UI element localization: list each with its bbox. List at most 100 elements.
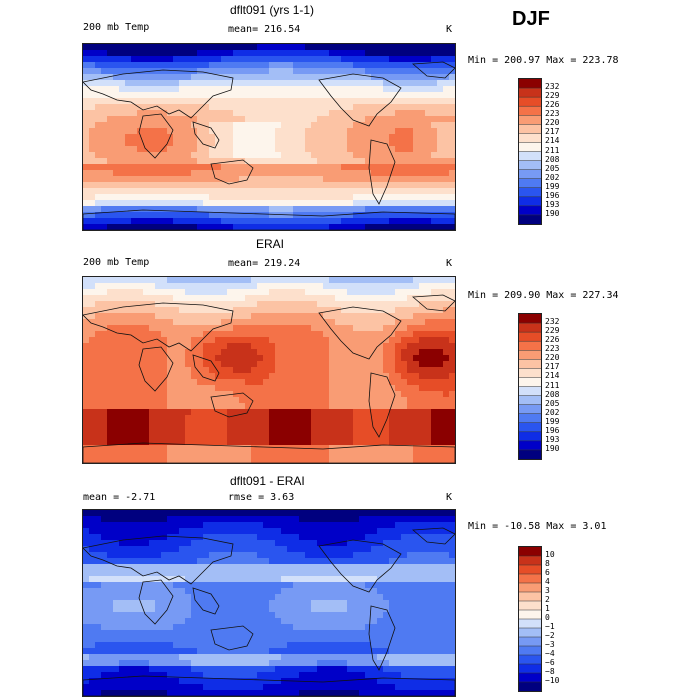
- colorbar-tick-label: 8: [545, 559, 550, 568]
- colorbar-box: [519, 440, 541, 451]
- colorbar-tick-label: 10: [545, 550, 555, 559]
- panel3-rmse-label: rmse = 3.63: [228, 492, 295, 503]
- colorbar-tick-label: 196: [545, 425, 560, 435]
- panel3-title: dflt091 - ERAI: [230, 474, 305, 488]
- panel1-title: dflt091 (yrs 1-1): [230, 3, 315, 17]
- panel2-map-svg: [83, 277, 455, 463]
- colorbar-tick-label: 199: [545, 416, 560, 426]
- season-label: DJF: [512, 8, 550, 30]
- colorbar-tick-label: 217: [545, 127, 560, 137]
- colorbar-box: [519, 151, 541, 162]
- panel1-map: [82, 43, 456, 231]
- colorbar-box: [519, 655, 541, 665]
- panel3-mean-label: mean = -2.71: [83, 492, 156, 503]
- colorbar-box: [519, 79, 541, 89]
- colorbar-tick-label: −3: [545, 640, 555, 649]
- panel3-unit-label: K: [446, 492, 453, 503]
- colorbar-tick-label: 205: [545, 163, 560, 173]
- colorbar-box: [519, 547, 541, 557]
- panel2-colorbar-svg: [519, 314, 541, 459]
- colorbar-tick-label: −10: [545, 676, 560, 685]
- panel1-map-svg: [83, 44, 455, 230]
- colorbar-tick-label: 229: [545, 326, 560, 336]
- colorbar-box: [519, 106, 541, 116]
- panel1-mean-label: mean= 216.54: [228, 24, 301, 35]
- panel1-colorbar: [518, 78, 542, 225]
- colorbar-box: [519, 556, 541, 566]
- colorbar-tick-label: 223: [545, 109, 560, 119]
- coastlines: [83, 527, 455, 696]
- colorbar-box: [519, 359, 541, 369]
- colorbar-tick-label: 223: [545, 344, 560, 354]
- panel2-variable-label: 200 mb Temp: [83, 257, 150, 268]
- colorbar-tick-label: 220: [545, 353, 560, 363]
- colorbar-box: [519, 341, 541, 351]
- colorbar-box: [519, 619, 541, 629]
- colorbar-tick-label: 208: [545, 154, 560, 164]
- map-field: [83, 277, 455, 463]
- colorbar-tick-label: 226: [545, 100, 560, 110]
- colorbar-box: [519, 682, 541, 691]
- panel2-minmax-label: Min = 209.90 Max = 227.34: [468, 290, 619, 301]
- colorbar-box: [519, 124, 541, 134]
- panel2-map: [82, 276, 456, 464]
- colorbar-box: [519, 196, 541, 207]
- colorbar-tick-label: 202: [545, 172, 560, 182]
- panel3-minmax-label: Min = -10.58 Max = 3.01: [468, 521, 607, 532]
- colorbar-box: [519, 395, 541, 406]
- colorbar-tick-label: 6: [545, 568, 550, 577]
- panel1-unit-label: K: [446, 24, 453, 35]
- colorbar-box: [519, 205, 541, 216]
- colorbar-tick-label: 220: [545, 118, 560, 128]
- colorbar-tick-label: 3: [545, 586, 550, 595]
- colorbar-box: [519, 637, 541, 647]
- colorbar-box: [519, 169, 541, 180]
- colorbar-tick-label: 214: [545, 136, 560, 146]
- colorbar-box: [519, 142, 541, 152]
- colorbar-tick-label: 232: [545, 317, 560, 327]
- map-field: [83, 44, 455, 230]
- colorbar-tick-label: 208: [545, 389, 560, 399]
- colorbar-tick-label: −2: [545, 631, 555, 640]
- colorbar-box: [519, 610, 541, 620]
- panel2-title: ERAI: [256, 237, 285, 251]
- colorbar-tick-label: 205: [545, 398, 560, 408]
- colorbar-box: [519, 314, 541, 324]
- colorbar-box: [519, 574, 541, 584]
- colorbar-tick-label: −6: [545, 658, 555, 667]
- colorbar-tick-label: 226: [545, 335, 560, 345]
- colorbar-tick-label: 4: [545, 577, 550, 586]
- colorbar-tick-label: −8: [545, 667, 555, 676]
- colorbar-box: [519, 368, 541, 378]
- colorbar-box: [519, 386, 541, 397]
- colorbar-box: [519, 592, 541, 602]
- panel1-colorbar-svg: [519, 79, 541, 224]
- colorbar-tick-label: 196: [545, 190, 560, 200]
- colorbar-box: [519, 628, 541, 638]
- colorbar-box: [519, 601, 541, 611]
- colorbar-tick-label: 190: [545, 443, 560, 453]
- colorbar-tick-label: 202: [545, 407, 560, 417]
- panel3-colorbar-svg: [519, 547, 541, 691]
- colorbar-tick-label: 232: [545, 82, 560, 92]
- colorbar-tick-label: 1: [545, 604, 550, 613]
- coastlines: [83, 61, 455, 230]
- colorbar-box: [519, 323, 541, 333]
- map-field: [83, 510, 455, 696]
- colorbar-box: [519, 115, 541, 125]
- panel2-unit-label: K: [446, 258, 453, 269]
- panel3-map-svg: [83, 510, 455, 696]
- colorbar-tick-label: 211: [545, 380, 560, 390]
- colorbar-tick-label: 193: [545, 434, 560, 444]
- colorbar-tick-label: 214: [545, 371, 560, 381]
- colorbar-tick-label: 193: [545, 199, 560, 209]
- panel3-map: [82, 509, 456, 697]
- colorbar-tick-label: 229: [545, 91, 560, 101]
- colorbar-box: [519, 422, 541, 433]
- colorbar-box: [519, 565, 541, 575]
- panel1-minmax-label: Min = 200.97 Max = 223.78: [468, 55, 619, 66]
- colorbar-box: [519, 88, 541, 98]
- colorbar-tick-label: −1: [545, 622, 555, 631]
- colorbar-tick-label: 217: [545, 362, 560, 372]
- colorbar-box: [519, 413, 541, 424]
